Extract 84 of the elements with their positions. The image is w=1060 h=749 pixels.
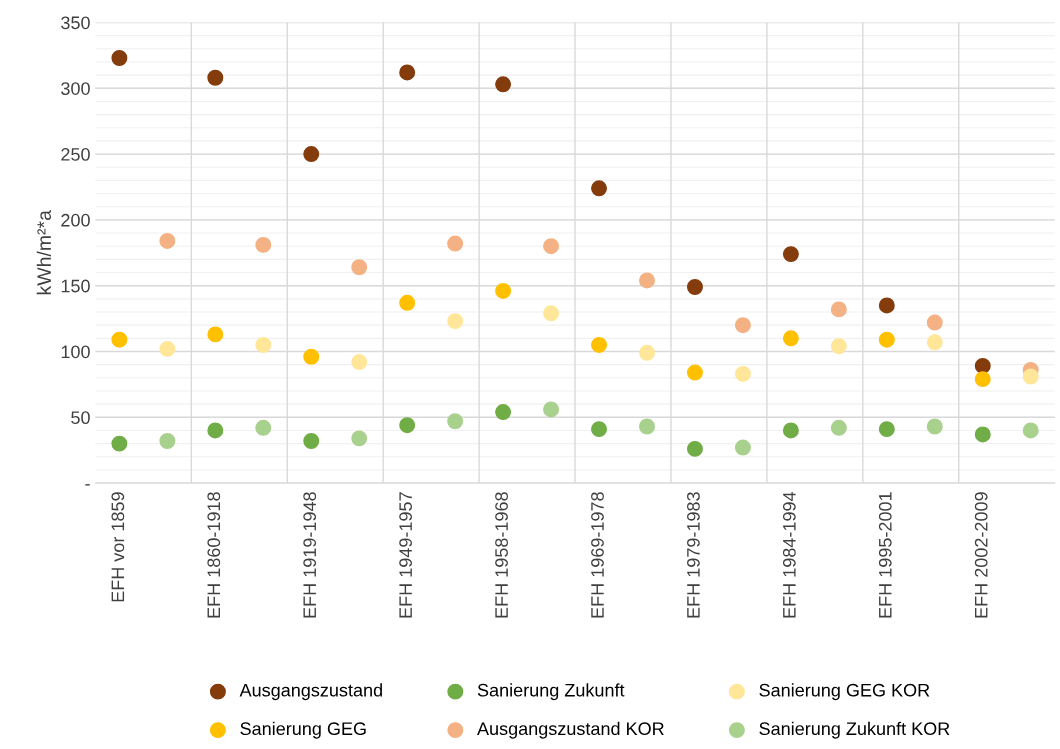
point [591,336,608,353]
point [543,238,560,255]
legend-label: Ausgangszustand KOR [477,721,664,739]
y-tick-label: 250 [61,148,90,161]
point [111,331,128,348]
y-tick-label: 150 [61,279,90,293]
point [686,364,703,381]
point [111,50,128,66]
x-tick-label: EFH 1995-2001 [878,492,892,618]
point [686,279,703,295]
x-tick-label: EFH 1984-1994 [782,491,796,618]
legend-label: Sanierung Zukunft KOR [759,721,950,739]
point [495,404,512,421]
point [974,426,991,443]
point [639,344,655,361]
point [591,180,608,197]
point [782,246,799,263]
point [974,357,991,374]
point [591,421,608,438]
y-axis-title: kWh/m²*a [36,210,52,295]
point [399,417,416,434]
point [351,259,368,276]
point [351,354,368,371]
point [207,69,224,86]
point [543,305,560,322]
point [495,76,512,93]
point [782,330,799,347]
point [830,338,847,355]
point [878,421,895,438]
point [926,418,943,435]
point [303,348,320,365]
y-tick-label: 300 [61,82,90,95]
x-tick-label: EFH 2002-2009 [974,492,988,618]
point [159,232,176,249]
x-tick-label: EFH 1860-1918 [207,492,221,618]
point [639,418,655,435]
legend-label: Sanierung GEG KOR [759,683,930,701]
legend-label: Sanierung Zukunft [477,683,625,701]
point [255,336,272,353]
point [830,301,847,318]
point [159,340,176,357]
point [303,433,320,449]
y-tick-label: 50 [71,411,90,425]
point [543,401,560,418]
point [303,146,320,163]
point [447,235,464,252]
y-tick-label: 350 [61,16,90,30]
point [830,419,847,436]
point [447,413,464,430]
point [734,439,751,456]
point [399,64,416,81]
point [255,419,272,436]
point [782,422,799,439]
y-tick-label: 200 [61,213,90,227]
point [734,365,751,382]
y-tick-label: 100 [61,345,90,359]
point [686,440,703,457]
point [111,435,128,452]
point [1022,368,1039,385]
point [878,331,895,348]
point [734,317,751,334]
point [399,294,416,311]
point [878,297,895,314]
legend-label: Ausgangszustand [239,683,382,701]
x-tick-label: EFH 1979-1983 [687,492,700,618]
point [495,282,512,299]
x-tick-label: EFH 1969-1978 [591,492,604,618]
x-tick-label: EFH vor 1859 [111,492,125,602]
point [974,371,991,388]
x-tick-label: EFH 1919-1948 [303,492,317,618]
x-tick-label: EFH 1949-1957 [399,492,413,618]
point [447,313,464,330]
point [159,433,176,449]
point [926,334,943,351]
point [351,430,368,447]
point [1022,422,1039,439]
point [639,272,655,289]
x-tick-label: EFH 1958-1968 [495,492,508,618]
point [207,422,224,439]
point [255,236,272,253]
point [926,314,943,331]
y-tick-label: - [85,484,90,486]
point [207,326,224,343]
legend-label: Sanierung GEG [240,721,366,739]
